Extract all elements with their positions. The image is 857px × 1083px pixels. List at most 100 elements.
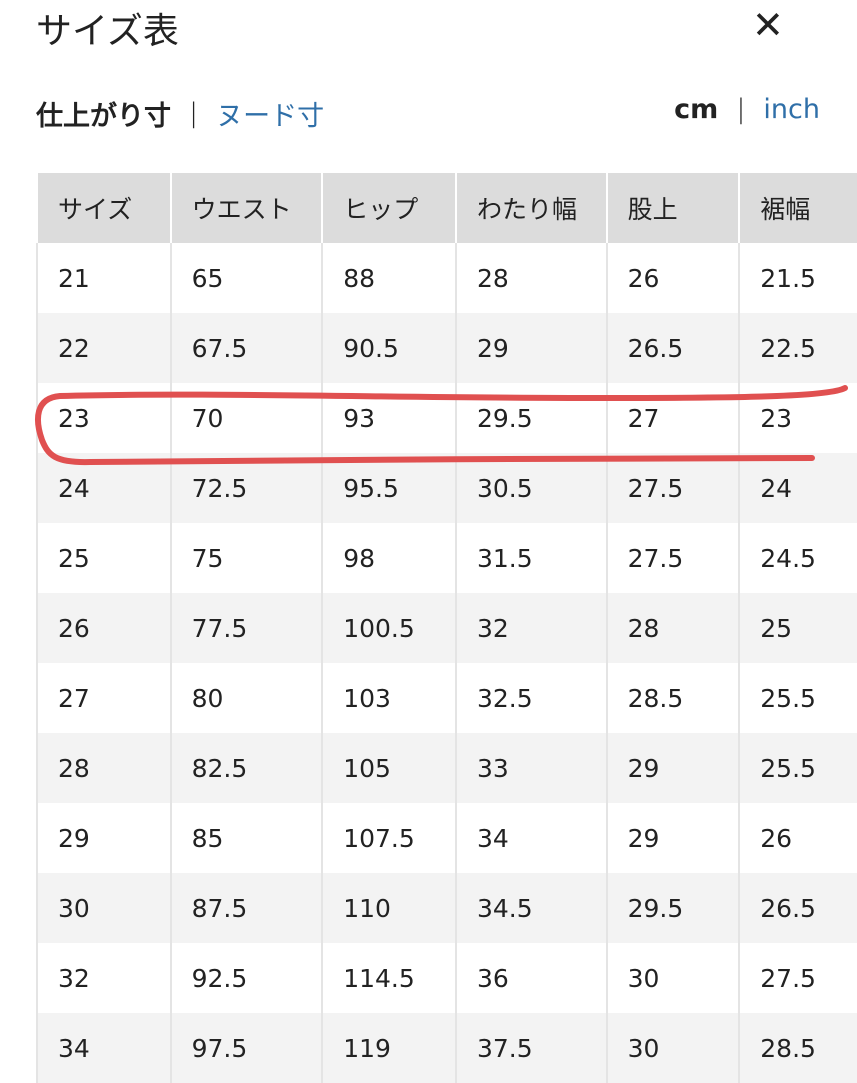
tab-finished-size[interactable]: 仕上がり寸 [36, 101, 171, 132]
table-cell: 29 [36, 803, 172, 873]
table-cell: 21 [36, 243, 172, 313]
table-cell: 21.5 [738, 243, 857, 313]
table-cell: 28 [36, 733, 172, 803]
table-cell: 88 [321, 243, 457, 313]
table-cell: 36 [454, 943, 608, 1013]
table-cell: 95.5 [321, 453, 457, 523]
table-cell: 107.5 [321, 803, 457, 873]
table-row: 34 97.5 119 37.5 30 28.5 [36, 1013, 857, 1083]
table-cell: 92.5 [169, 943, 324, 1013]
table-cell: 29.5 [454, 383, 608, 453]
size-table: サイズ ウエスト ヒップ わたり幅 股上 裾幅 21 65 88 28 26 21.5 22 67.5 9… [36, 173, 857, 1083]
table-row: 32 92.5 114.5 36 30 27.5 [36, 943, 857, 1013]
table-cell: 31.5 [454, 523, 608, 593]
table-cell: 26.5 [605, 313, 741, 383]
table-cell: 105 [321, 733, 457, 803]
table-cell: 67.5 [169, 313, 324, 383]
table-cell: 110 [321, 873, 457, 943]
close-icon[interactable]: ✕ [752, 3, 784, 47]
page-title: サイズ表 [36, 11, 179, 52]
table-cell: 28.5 [605, 663, 741, 733]
table-cell: 85 [169, 803, 324, 873]
column-header: わたり幅 [454, 173, 608, 243]
column-header: ヒップ [321, 173, 457, 243]
table-row: 24 72.5 95.5 30.5 27.5 24 [36, 453, 857, 523]
table-cell: 87.5 [169, 873, 324, 943]
table-cell: 103 [321, 663, 457, 733]
table-cell: 29.5 [605, 873, 741, 943]
table-cell: 27 [605, 383, 741, 453]
table-cell: 25.5 [738, 733, 857, 803]
table-row: 29 85 107.5 34 29 26 [36, 803, 857, 873]
table-cell: 30.5 [454, 453, 608, 523]
table-row: 25 75 98 31.5 27.5 24.5 [36, 523, 857, 593]
table-cell: 22.5 [738, 313, 857, 383]
tab-separator: | [189, 98, 199, 129]
table-cell: 24 [738, 453, 857, 523]
table-cell: 27.5 [605, 523, 741, 593]
table-cell: 23 [36, 383, 172, 453]
unit-inch[interactable]: inch [763, 94, 820, 125]
measurement-tabs: 仕上がり寸 | ヌード寸 [36, 94, 324, 133]
table-cell: 26.5 [738, 873, 857, 943]
table-cell: 26 [605, 243, 741, 313]
column-header: サイズ [36, 173, 172, 243]
table-row: 26 77.5 100.5 32 28 25 [36, 593, 857, 663]
table-row: 23 70 93 29.5 27 23 [36, 383, 857, 453]
table-cell: 32 [454, 593, 608, 663]
table-cell: 72.5 [169, 453, 324, 523]
table-cell: 28 [605, 593, 741, 663]
table-cell: 26 [738, 803, 857, 873]
table-cell: 30 [605, 1013, 741, 1083]
column-header: 股上 [605, 173, 741, 243]
table-cell: 26 [36, 593, 172, 663]
column-header: 裾幅 [738, 173, 857, 243]
table-cell: 32.5 [454, 663, 608, 733]
table-row: 22 67.5 90.5 29 26.5 22.5 [36, 313, 857, 383]
table-row: 21 65 88 28 26 21.5 [36, 243, 857, 313]
table-cell: 28 [454, 243, 608, 313]
table-cell: 34.5 [454, 873, 608, 943]
table-cell: 90.5 [321, 313, 457, 383]
table-cell: 119 [321, 1013, 457, 1083]
table-row: 30 87.5 110 34.5 29.5 26.5 [36, 873, 857, 943]
table-cell: 114.5 [321, 943, 457, 1013]
table-cell: 29 [605, 803, 741, 873]
table-cell: 24.5 [738, 523, 857, 593]
column-header: ウエスト [169, 173, 324, 243]
unit-cm[interactable]: cm [674, 94, 719, 125]
table-cell: 22 [36, 313, 172, 383]
table-cell: 34 [454, 803, 608, 873]
table-cell: 80 [169, 663, 324, 733]
tab-nude-size[interactable]: ヌード寸 [216, 101, 325, 132]
table-cell: 24 [36, 453, 172, 523]
table-cell: 33 [454, 733, 608, 803]
table-cell: 27.5 [605, 453, 741, 523]
table-cell: 30 [36, 873, 172, 943]
table-cell: 75 [169, 523, 324, 593]
table-cell: 29 [454, 313, 608, 383]
table-cell: 27 [36, 663, 172, 733]
table-cell: 93 [321, 383, 457, 453]
table-cell: 77.5 [169, 593, 324, 663]
table-cell: 100.5 [321, 593, 457, 663]
unit-toggle: cm | inch [674, 94, 820, 125]
table-cell: 28.5 [738, 1013, 857, 1083]
table-cell: 30 [605, 943, 741, 1013]
table-cell: 98 [321, 523, 457, 593]
table-cell: 82.5 [169, 733, 324, 803]
table-cell: 29 [605, 733, 741, 803]
table-cell: 23 [738, 383, 857, 453]
unit-separator: | [736, 94, 746, 125]
table-cell: 32 [36, 943, 172, 1013]
table-cell: 25.5 [738, 663, 857, 733]
table-row: 27 80 103 32.5 28.5 25.5 [36, 663, 857, 733]
table-cell: 34 [36, 1013, 172, 1083]
table-cell: 37.5 [454, 1013, 608, 1083]
table-row: 28 82.5 105 33 29 25.5 [36, 733, 857, 803]
table-cell: 65 [169, 243, 324, 313]
table-cell: 25 [738, 593, 857, 663]
table-cell: 25 [36, 523, 172, 593]
table-cell: 70 [169, 383, 324, 453]
table-cell: 27.5 [738, 943, 857, 1013]
